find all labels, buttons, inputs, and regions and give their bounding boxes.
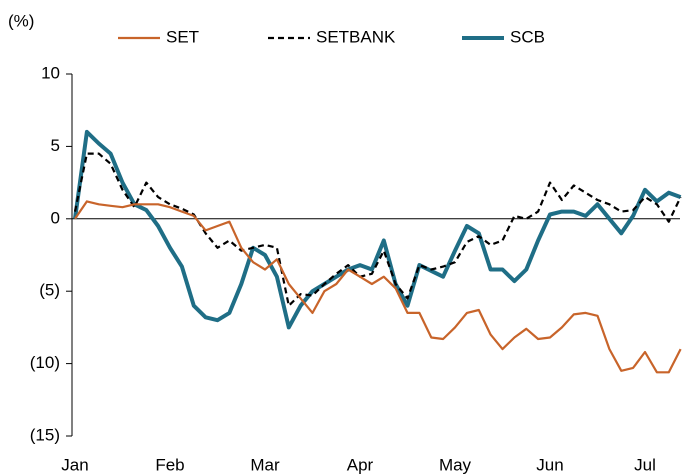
legend-label: SCB bbox=[510, 27, 545, 46]
y-tick-label: (15) bbox=[30, 425, 60, 444]
series-line bbox=[73, 152, 682, 307]
x-tick-label: Jun bbox=[536, 455, 563, 474]
series-line bbox=[73, 129, 682, 330]
x-tick-label: May bbox=[439, 455, 472, 474]
y-axis-label: (%) bbox=[8, 11, 34, 30]
x-tick-label: Feb bbox=[155, 455, 184, 474]
series-line bbox=[74, 200, 682, 374]
legend-label: SETBANK bbox=[316, 27, 396, 46]
y-tick-label: 5 bbox=[51, 136, 60, 155]
y-tick-label: 10 bbox=[41, 63, 60, 82]
x-tick-label: Jul bbox=[634, 455, 656, 474]
x-tick-label: Jan bbox=[61, 455, 88, 474]
x-tick-label: Apr bbox=[347, 455, 374, 474]
y-tick-label: (10) bbox=[30, 353, 60, 372]
x-tick-label: Mar bbox=[250, 455, 280, 474]
legend-label: SET bbox=[166, 27, 199, 46]
y-tick-label: 0 bbox=[51, 208, 60, 227]
y-tick-label: (5) bbox=[39, 281, 60, 300]
